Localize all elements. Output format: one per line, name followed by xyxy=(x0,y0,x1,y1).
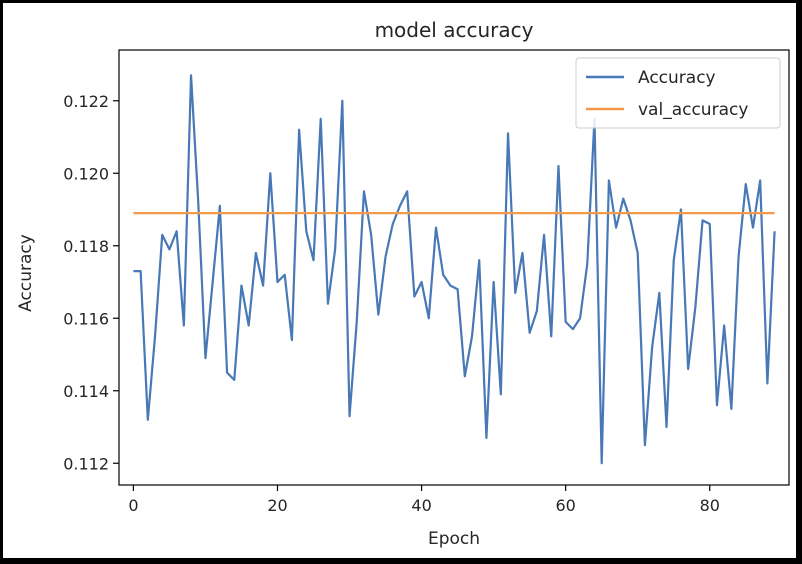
series-line-accuracy xyxy=(133,74,776,465)
axes-frame xyxy=(118,49,790,486)
x-axis-title: Epoch xyxy=(428,529,480,549)
legend: Accuracy val_accuracy xyxy=(575,57,781,129)
chart-frame: model accuracy 0 20 40 60 80 0.112 0.114 0.116 0… xyxy=(3,3,796,558)
plot-area: 0 20 40 60 80 0.112 0.114 0.116 0.118 0.120 0.122 xyxy=(63,49,790,515)
legend-box xyxy=(575,57,781,129)
y-tick-label: 0.122 xyxy=(63,92,109,111)
x-tick-label: 40 xyxy=(411,496,431,515)
legend-label: Accuracy xyxy=(638,68,716,88)
y-tick-label: 0.120 xyxy=(63,164,109,183)
y-tick-label: 0.118 xyxy=(63,237,109,256)
x-tick-label: 60 xyxy=(555,496,575,515)
y-tick-label: 0.112 xyxy=(63,454,109,473)
chart-title: model accuracy xyxy=(375,18,534,42)
legend-label: val_accuracy xyxy=(638,100,748,120)
y-tick-label: 0.114 xyxy=(63,382,109,401)
x-tick-label: 20 xyxy=(267,496,287,515)
y-tick-label: 0.116 xyxy=(63,309,109,328)
x-tick-label: 80 xyxy=(700,496,720,515)
x-tick-label: 0 xyxy=(128,496,138,515)
y-axis-title: Accuracy xyxy=(16,234,36,312)
line-chart: model accuracy 0 20 40 60 800.1120.1140.1160… xyxy=(16,18,790,549)
